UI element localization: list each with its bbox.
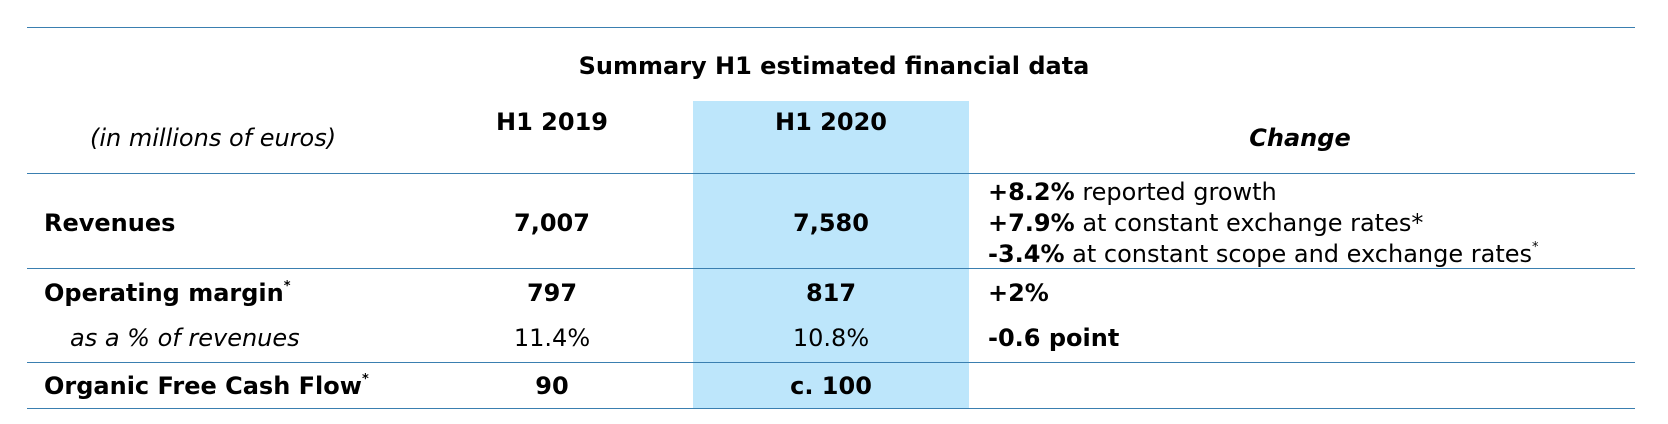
footnote-mark: *: [1532, 240, 1539, 255]
highlight-column: [693, 101, 969, 408]
change-line: +8.2% reported growth: [988, 177, 1277, 207]
cell-h1-2019: 7,007: [514, 209, 590, 237]
row-label: Organic Free Cash Flow*: [44, 371, 369, 401]
cell-h1-2019: 797: [526, 279, 578, 307]
unit-label: (in millions of euros): [90, 124, 337, 152]
column-header: Change: [1249, 124, 1351, 152]
change-text: reported growth: [1082, 178, 1277, 206]
change-value: +8.2%: [988, 178, 1075, 206]
row-label-text: as a % of revenues: [70, 324, 300, 352]
change-line: -3.4% at constant scope and exchange rat…: [988, 239, 1539, 269]
change-value: +2%: [988, 279, 1049, 307]
cell-h1-2019: 90: [535, 372, 569, 400]
cell-h1-2020: 7,580: [793, 209, 869, 237]
row-label: Operating margin*: [44, 278, 291, 308]
change-line: +7.9% at constant exchange rates*: [988, 208, 1423, 238]
row-label-text: Revenues: [44, 209, 176, 237]
row-label-text: Organic Free Cash Flow: [44, 372, 362, 400]
rule: [27, 408, 1635, 409]
row-label-text: Operating margin: [44, 279, 284, 307]
rule: [27, 268, 1635, 269]
cell-h1-2020: 817: [805, 279, 857, 307]
cell-h1-2019: 11.4%: [513, 324, 591, 352]
cell-h1-2020: 10.8%: [792, 324, 870, 352]
change-value: -0.6 point: [988, 324, 1120, 352]
rule: [27, 27, 1635, 28]
rule: [27, 362, 1635, 363]
footnote-mark: *: [283, 279, 291, 294]
change-value: -3.4%: [988, 240, 1065, 268]
row-label: Revenues: [44, 208, 175, 238]
change-line: +2%: [988, 278, 1049, 308]
rule: [27, 173, 1635, 174]
column-header: H1 2020: [775, 108, 887, 136]
column-header: H1 2019: [496, 108, 608, 136]
footnote-mark: *: [361, 372, 369, 387]
change-line: -0.6 point: [988, 323, 1119, 353]
change-text: at constant exchange rates*: [1082, 209, 1424, 237]
table-title: Summary H1 estimated financial data: [578, 52, 1090, 80]
change-value: +7.9%: [988, 209, 1075, 237]
cell-h1-2020: c. 100: [790, 372, 872, 400]
change-text: at constant scope and exchange rates: [1072, 240, 1533, 268]
row-label: as a % of revenues: [70, 323, 300, 353]
